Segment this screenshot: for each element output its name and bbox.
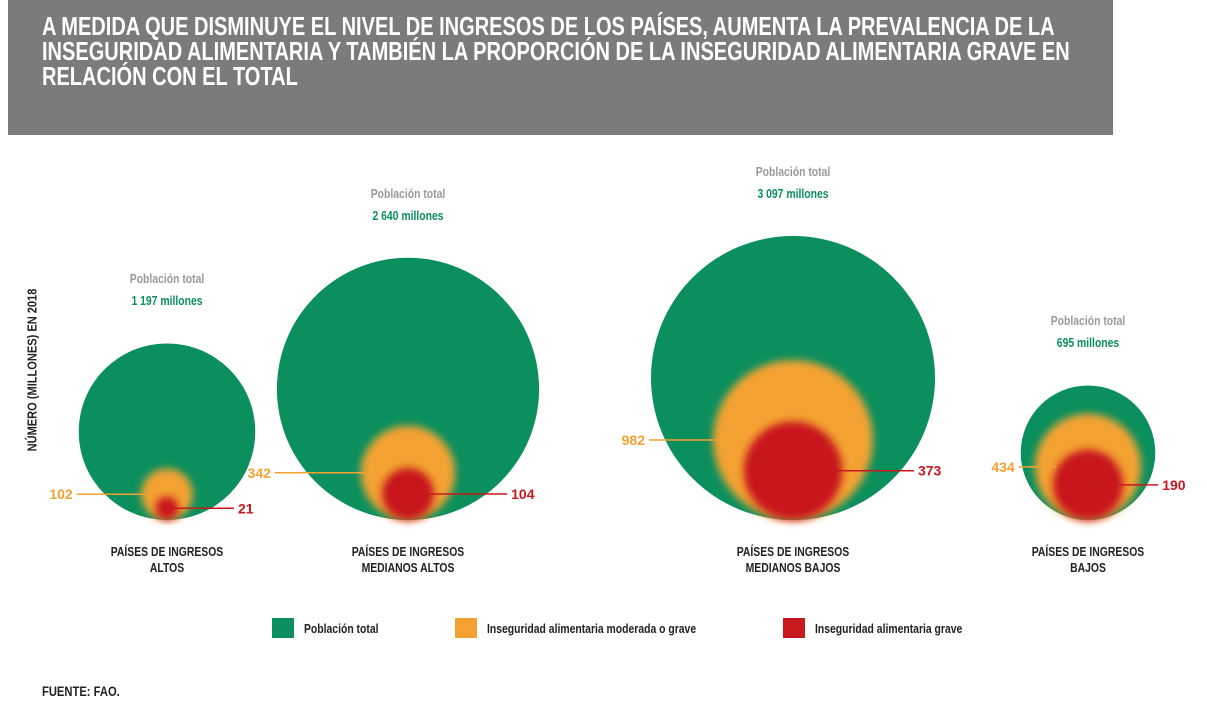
total-value: 2 640 millones <box>372 207 444 223</box>
title-band <box>8 0 1113 135</box>
total-caption: Población total <box>755 164 831 179</box>
severe-label: 373 <box>918 463 942 479</box>
legend-swatch <box>455 618 477 638</box>
moderate-bubble <box>141 468 193 520</box>
severe-label: 104 <box>511 486 535 502</box>
category-label: PAÍSES DE INGRESOS BAJOS <box>1031 544 1145 575</box>
total-value: 3 097 millones <box>757 186 829 201</box>
category-label: PAÍSES DE INGRESOS ALTOS <box>110 544 224 575</box>
category-label: PAÍSES DE INGRESOS MEDIANOS ALTOS <box>351 544 465 575</box>
total-caption: Población total <box>1050 313 1126 329</box>
severe-label: 21 <box>238 500 254 516</box>
legend-label: Inseguridad alimentaria grave <box>815 622 963 636</box>
total-value: 695 millones <box>1056 335 1120 351</box>
legend-label: Población total <box>304 622 378 636</box>
source: FUENTE: FAO. <box>42 683 120 699</box>
legend-label: Inseguridad alimentaria moderada o grave <box>487 622 697 636</box>
total-caption: Población total <box>129 271 205 287</box>
severe-label: 190 <box>1162 477 1186 493</box>
total-bubble <box>78 343 256 520</box>
moderate-label: 434 <box>991 459 1015 475</box>
total-bubble <box>276 257 540 520</box>
total-value: 1 197 millones <box>131 293 203 309</box>
moderate-label: 982 <box>622 432 646 448</box>
moderate-label: 102 <box>49 486 73 502</box>
legend-swatch <box>272 618 294 638</box>
moderate-label: 342 <box>248 465 272 481</box>
category-label: PAÍSES DE INGRESOS MEDIANOS BAJOS <box>736 544 850 575</box>
total-caption: Población total <box>370 185 446 201</box>
legend-swatch <box>783 618 805 638</box>
chart-title: A MEDIDA QUE DISMINUYE EL NIVEL DE INGRE… <box>42 11 1070 91</box>
